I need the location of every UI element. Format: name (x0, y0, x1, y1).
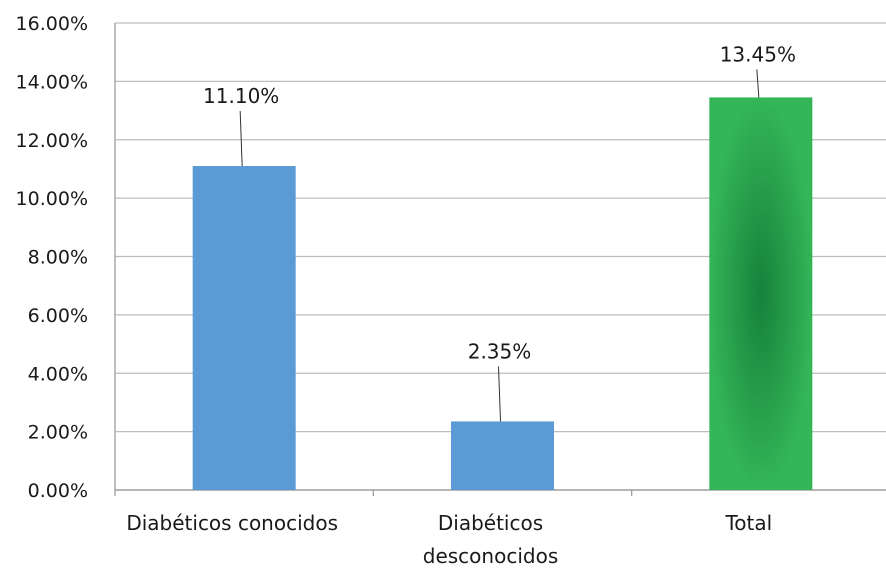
data-label: 11.10% (203, 84, 279, 108)
leader-line (239, 111, 243, 167)
category-label: desconocidos (423, 544, 558, 568)
bar (451, 421, 554, 490)
category-label: Diabéticos (438, 511, 543, 535)
category-label: Diabéticos conocidos (126, 511, 338, 535)
y-tick-label: 0.00% (28, 480, 88, 502)
y-tick-label: 12.00% (16, 130, 88, 152)
bar (709, 97, 813, 490)
y-tick-label: 2.00% (28, 422, 88, 444)
y-axis-ticks: 0.00% 2.00% 4.00% 6.00% 8.00% 10.00% 12.00% 14.… (16, 13, 88, 502)
data-labels: 11.10% 2.35% 13.45% (203, 42, 796, 363)
bar (192, 166, 296, 491)
data-label: 2.35% (468, 339, 532, 363)
y-tick-label: 16.00% (16, 13, 88, 35)
category-label: Total (724, 511, 772, 535)
data-label: 13.45% (720, 42, 796, 66)
bars (192, 97, 813, 491)
y-tick-label: 8.00% (28, 247, 88, 269)
leader-line (498, 366, 501, 422)
y-tick-label: 4.00% (28, 363, 88, 385)
leader-line (756, 69, 760, 98)
y-tick-label: 10.00% (16, 188, 88, 210)
y-tick-label: 6.00% (28, 305, 88, 327)
y-tick-label: 14.00% (16, 71, 88, 93)
data-label-leaders (239, 69, 760, 422)
category-labels: Diabéticos conocidos Diabéticos desconocid… (126, 511, 772, 568)
